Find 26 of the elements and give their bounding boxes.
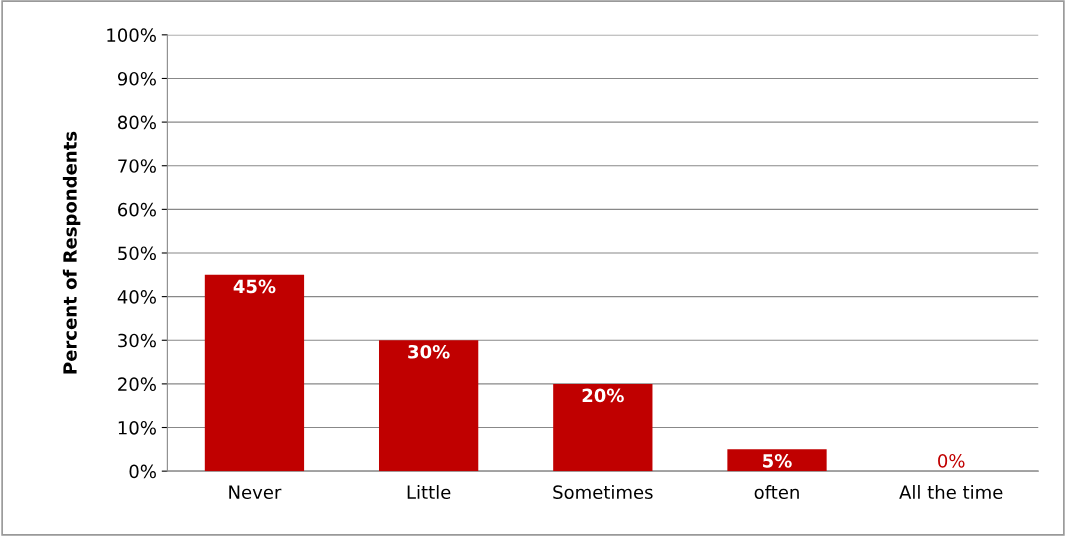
y-tick-label: 90%: [117, 71, 156, 86]
y-axis-title: Percent of Respondents: [62, 131, 81, 374]
data-label: 0%: [938, 453, 965, 468]
x-tick-label: often: [754, 485, 799, 500]
y-tick-label: 30%: [118, 333, 156, 348]
bar: [727, 449, 827, 472]
x-tick-label: All the time: [899, 485, 1003, 500]
data-label: 20%: [582, 388, 624, 403]
y-tick-label: 20%: [118, 377, 156, 391]
y-tick-label: 70%: [118, 159, 156, 173]
x-tick-label: Never: [229, 485, 282, 500]
x-tick-label: Little: [407, 485, 451, 500]
bar: [379, 340, 479, 472]
bar: [553, 383, 653, 472]
data-label: 5%: [763, 454, 792, 468]
y-tick-label: 0%: [129, 464, 156, 479]
y-tick-label: 60%: [118, 202, 156, 217]
x-tick-label: Sometimes: [553, 485, 653, 500]
y-tick-label: 10%: [118, 420, 156, 435]
data-label: 45%: [233, 279, 276, 294]
y-tick-label: 50%: [118, 246, 156, 261]
y-tick-label: 40%: [117, 290, 156, 304]
y-tick-label: 100%: [107, 28, 156, 42]
bar: [204, 274, 305, 472]
y-tick-label: 80%: [118, 115, 156, 130]
data-label: 30%: [408, 344, 450, 359]
